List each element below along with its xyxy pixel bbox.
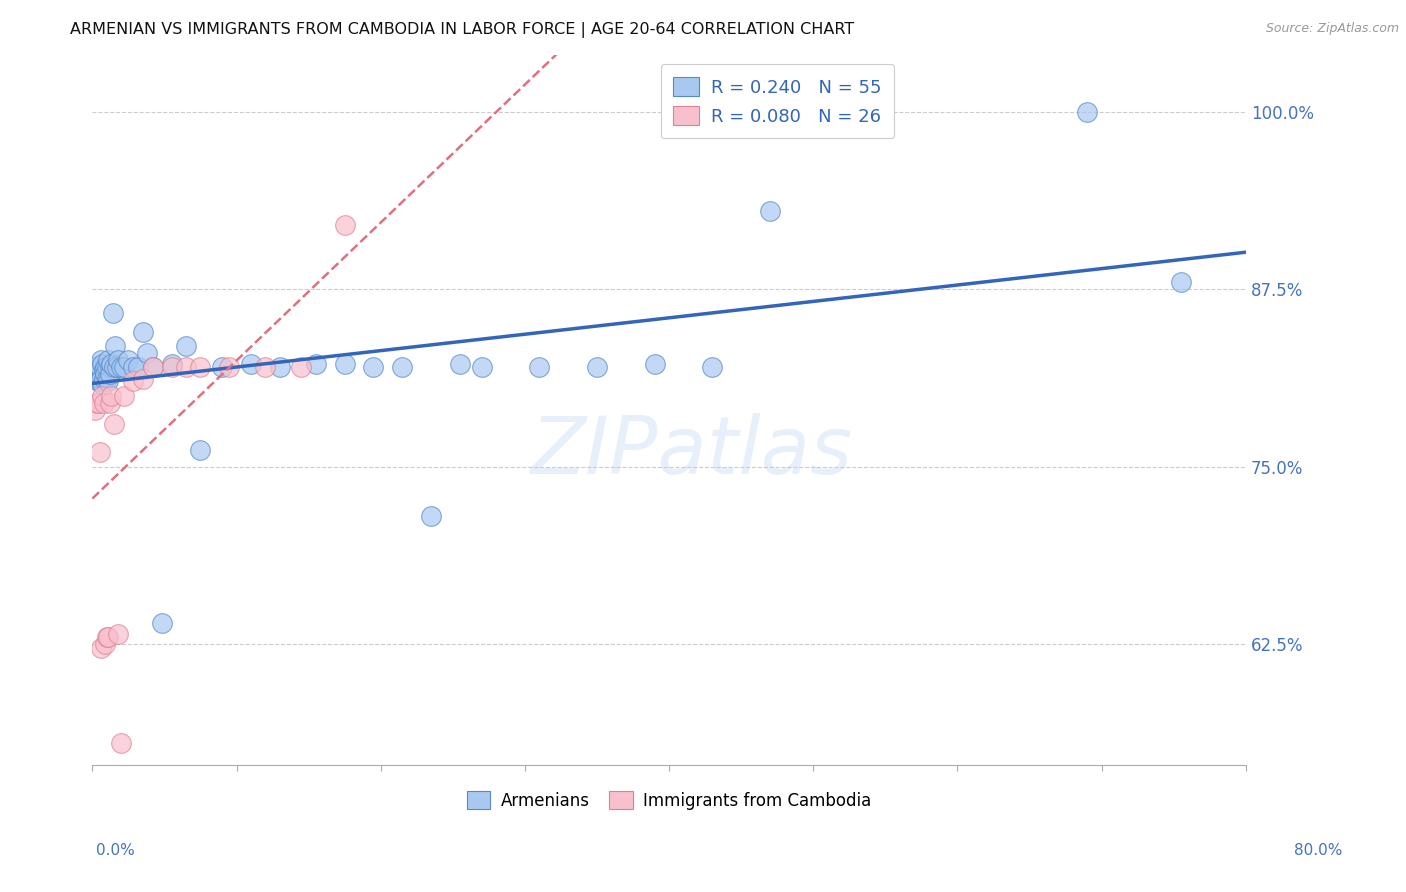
Text: Source: ZipAtlas.com: Source: ZipAtlas.com (1265, 22, 1399, 36)
Point (142, 360, 165, 375)
Point (98, 368, 121, 382)
Point (239, 358, 262, 372)
Point (90, 371, 112, 385)
Point (117, 353, 139, 368)
Point (702, 360, 724, 375)
Point (84, 360, 107, 375)
Point (449, 358, 471, 372)
Text: 80.0%: 80.0% (1295, 843, 1343, 858)
Point (100, 389, 122, 403)
Point (94, 637, 117, 651)
Point (112, 389, 135, 403)
Point (136, 346, 159, 360)
Point (150, 615, 173, 630)
Point (333, 358, 356, 372)
Point (89, 445, 111, 459)
Point (127, 360, 149, 375)
Point (97, 353, 120, 368)
Point (190, 360, 212, 375)
Point (174, 339, 197, 353)
Point (211, 360, 233, 375)
Point (420, 509, 443, 524)
Point (96, 360, 118, 375)
Point (363, 360, 385, 375)
Point (89, 360, 111, 375)
Point (190, 442, 212, 457)
Point (132, 325, 155, 339)
Point (101, 306, 124, 320)
Point (160, 360, 183, 375)
Point (86, 363, 108, 377)
Point (218, 360, 240, 375)
Point (112, 360, 135, 375)
Text: 0.0%: 0.0% (96, 843, 135, 858)
Point (90, 641, 112, 656)
Point (94, 368, 117, 382)
Point (759, 204, 782, 219)
Point (1076, 104, 1098, 119)
Point (87, 395, 110, 409)
Point (644, 358, 666, 372)
Point (97, 375, 120, 389)
Point (91, 389, 114, 403)
Point (333, 219, 356, 233)
Point (174, 360, 197, 375)
Point (94, 360, 117, 375)
Point (84, 402, 107, 417)
Point (471, 360, 494, 375)
Point (104, 339, 127, 353)
Point (96, 371, 118, 385)
Point (110, 736, 132, 750)
Point (93, 371, 115, 385)
Text: ARMENIAN VS IMMIGRANTS FROM CAMBODIA IN LABOR FORCE | AGE 20-64 CORRELATION CHAR: ARMENIAN VS IMMIGRANTS FROM CAMBODIA IN … (70, 22, 855, 38)
Point (121, 360, 143, 375)
Point (391, 360, 413, 375)
Point (86, 395, 108, 409)
Point (89, 375, 111, 389)
Point (90, 353, 112, 368)
Point (107, 353, 129, 368)
Point (290, 360, 312, 375)
Point (107, 627, 129, 641)
Point (1170, 275, 1192, 289)
Point (87, 368, 110, 382)
Point (87, 375, 110, 389)
Point (100, 358, 122, 372)
Point (93, 395, 115, 409)
Point (105, 360, 128, 375)
Legend: Armenians, Immigrants from Cambodia: Armenians, Immigrants from Cambodia (460, 784, 877, 816)
Point (103, 360, 125, 375)
Point (97, 630, 120, 644)
Point (98, 360, 121, 375)
Point (93, 363, 115, 377)
Point (529, 360, 551, 375)
Point (96, 630, 118, 644)
Point (91, 377, 114, 392)
Point (160, 358, 183, 372)
Point (269, 360, 291, 375)
Point (132, 371, 155, 385)
Point (142, 360, 165, 375)
Point (98, 395, 121, 409)
Point (305, 358, 328, 372)
Point (586, 360, 609, 375)
Point (91, 358, 114, 372)
Point (110, 360, 132, 375)
Point (103, 417, 125, 431)
Point (254, 360, 277, 375)
Text: ZIPatlas: ZIPatlas (531, 413, 853, 491)
Point (121, 375, 143, 389)
